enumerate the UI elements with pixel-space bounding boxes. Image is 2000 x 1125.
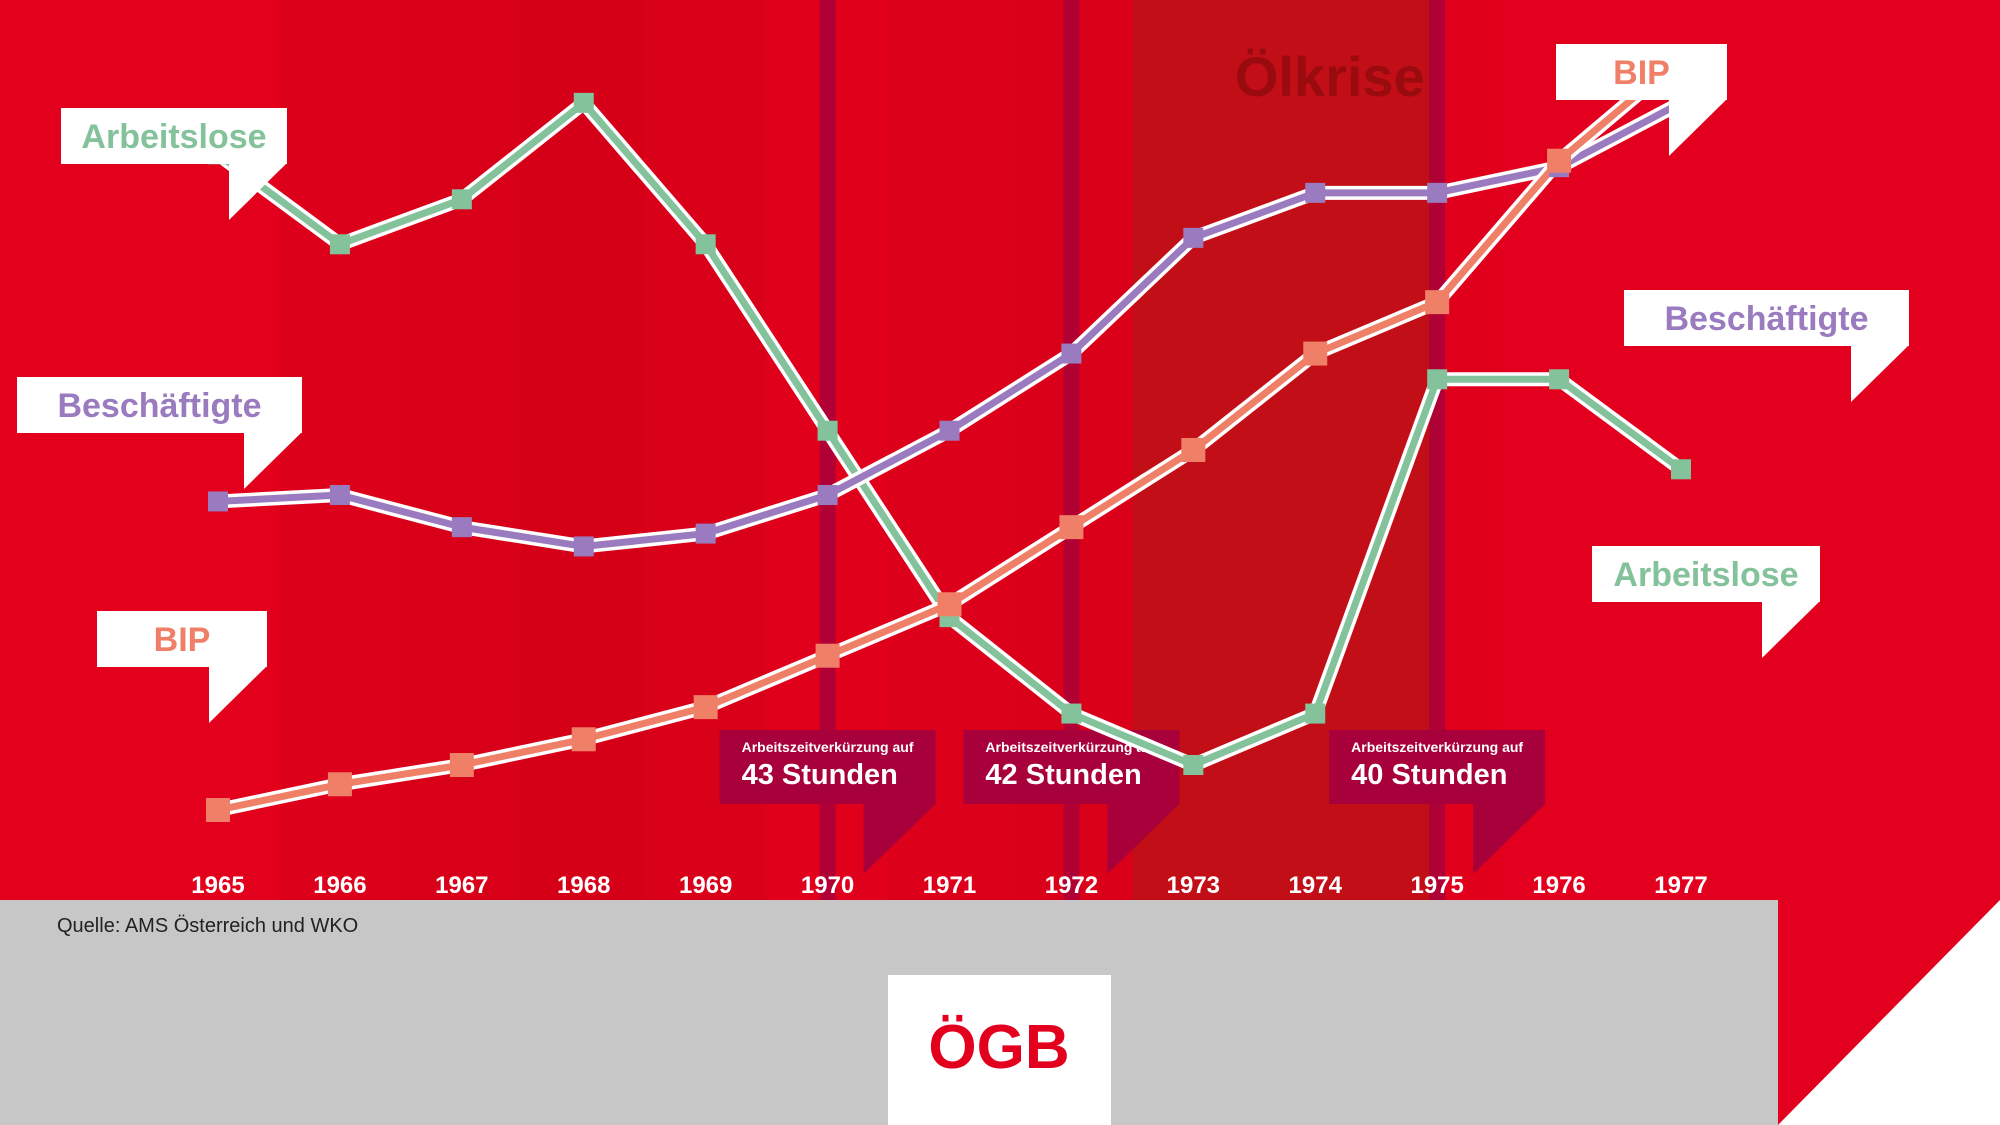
series-label: Beschäftigte	[17, 377, 302, 489]
series-label-text: Beschäftigte	[1664, 300, 1868, 338]
x-tick-label: 1969	[679, 872, 732, 899]
x-tick-label: 1972	[1045, 872, 1098, 899]
data-point	[573, 92, 594, 113]
x-tick-label: 1976	[1532, 872, 1585, 899]
series-points	[206, 45, 1693, 822]
data-point	[206, 798, 230, 822]
event-callout-1972: Arbeitszeitverkürzung auf 42 Stunden	[963, 730, 1180, 874]
data-point	[208, 491, 228, 512]
data-point	[1427, 182, 1448, 203]
footer: Quelle: AMS Österreich und WKO ÖGB	[0, 900, 1778, 1125]
data-point	[1181, 438, 1206, 462]
data-point	[695, 234, 716, 255]
data-point	[817, 485, 838, 505]
x-axis: 1965 1966 1967 1968 1969 1970 1971 1972 1973 1974…	[191, 872, 1707, 899]
x-tick-label: 1965	[191, 872, 244, 899]
event-callout-1975: Arbeitszeitverkürzung auf 40 Stunden	[1329, 730, 1546, 874]
corner-white	[1778, 900, 2000, 1125]
data-point	[1183, 755, 1204, 775]
event-hours: 40 Stunden	[1351, 759, 1507, 791]
series-labels: Arbeitslose Beschäftigte BIP BIP Beschäftigt…	[17, 44, 1909, 723]
series-label-text: Arbeitslose	[1613, 556, 1798, 594]
year-band	[278, 0, 401, 900]
x-tick-label: 1971	[923, 872, 976, 899]
data-point	[815, 643, 840, 668]
event-caption: Arbeitszeitverkürzung auf	[985, 739, 1157, 755]
event-caption: Arbeitszeitverkürzung auf	[742, 739, 914, 755]
data-point	[1305, 703, 1326, 724]
x-tick-label: 1970	[801, 872, 854, 899]
event-hours: 43 Stunden	[742, 759, 898, 791]
series-label-text: Beschäftigte	[57, 387, 261, 425]
data-point	[695, 523, 716, 544]
series-label-text: Arbeitslose	[81, 118, 266, 156]
event-band-1975	[1429, 0, 1446, 900]
data-point	[817, 420, 838, 441]
data-point	[571, 727, 596, 752]
data-point	[327, 772, 352, 797]
oegb-logo: ÖGB	[928, 1013, 1069, 1082]
x-tick-label: 1977	[1654, 872, 1707, 899]
event-caption: Arbeitszeitverkürzung auf	[1351, 739, 1523, 755]
data-point	[1061, 703, 1082, 724]
data-point	[1303, 341, 1328, 366]
x-tick-label: 1975	[1410, 872, 1463, 899]
event-band-1970	[819, 0, 836, 900]
series-label-text: BIP	[154, 621, 211, 659]
data-point	[693, 695, 718, 720]
data-point	[1671, 459, 1691, 480]
series-label: Arbeitslose	[1592, 546, 1820, 658]
data-point	[1305, 182, 1326, 203]
data-point	[451, 189, 472, 210]
event-callout-1970: Arbeitszeitverkürzung auf 43 Stunden	[719, 730, 936, 874]
data-point	[1425, 290, 1450, 315]
data-point	[329, 485, 350, 505]
series-label: Arbeitslose	[61, 108, 287, 220]
data-point	[939, 420, 960, 441]
data-point	[937, 592, 962, 617]
data-point	[573, 536, 594, 557]
series-label: BIP	[97, 611, 267, 723]
event-hours: 42 Stunden	[985, 759, 1141, 791]
data-point	[329, 234, 350, 255]
x-tick-label: 1974	[1289, 872, 1343, 899]
oil-crisis-label: Ölkrise	[1235, 45, 1425, 108]
data-point	[1547, 148, 1572, 173]
x-tick-label: 1973	[1167, 872, 1220, 899]
logo-box	[888, 975, 1111, 1125]
event-band-1972	[1063, 0, 1080, 900]
data-point	[451, 517, 472, 538]
data-point	[1427, 369, 1448, 390]
data-point	[1183, 227, 1204, 248]
series-label: Beschäftigte	[1624, 290, 1909, 402]
x-tick-label: 1968	[557, 872, 610, 899]
x-tick-label: 1967	[435, 872, 488, 899]
source-note: Quelle: AMS Österreich und WKO	[57, 915, 358, 937]
data-point	[1059, 515, 1084, 540]
data-point	[449, 753, 474, 777]
x-tick-label: 1966	[313, 872, 366, 899]
series-label: BIP	[1556, 44, 1727, 156]
data-point	[1061, 343, 1082, 364]
series-label-text: BIP	[1613, 54, 1670, 92]
data-point	[1549, 369, 1570, 390]
